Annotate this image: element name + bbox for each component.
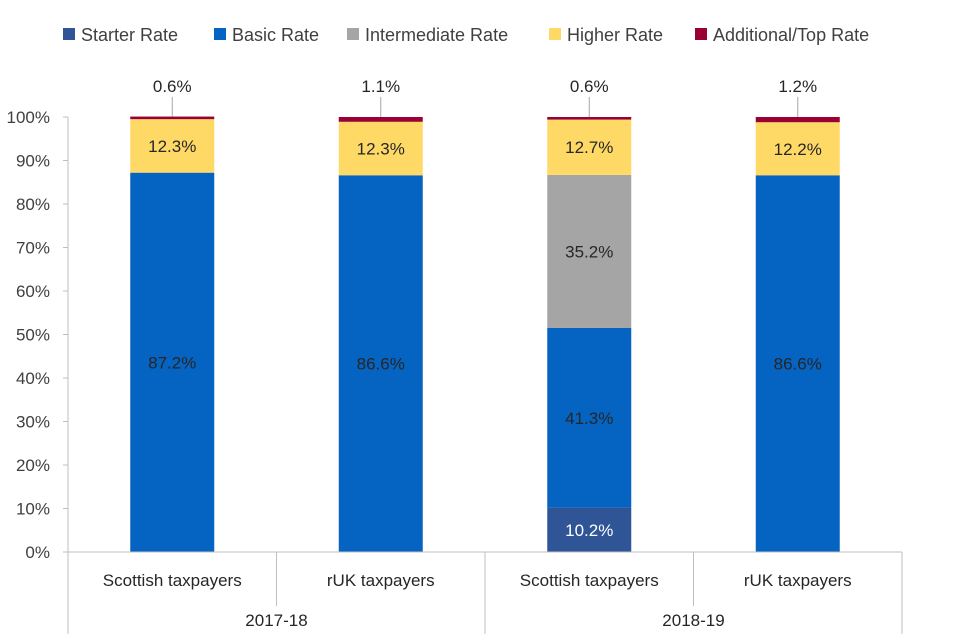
data-labels: 87.2% 12.3% 0.6% 86.6% 12.3% 1.1% 10.2% 41.3% 35… xyxy=(148,77,822,540)
data-label-additional-top-rate: 0.6% xyxy=(570,77,609,96)
x-group-label: 2017-18 xyxy=(245,611,307,630)
y-tick-label: 20% xyxy=(16,456,50,475)
data-label-higher-rate: 12.3% xyxy=(148,137,196,156)
bar-segment-additional-top-rate xyxy=(755,117,840,123)
y-tick-label: 70% xyxy=(16,239,50,258)
bar-segment-higher-rate xyxy=(547,119,632,175)
y-tick-label: 10% xyxy=(16,500,50,519)
x-category-label: rUK taxpayers xyxy=(327,571,435,590)
y-tick-label: 40% xyxy=(16,369,50,388)
bars xyxy=(130,116,840,553)
bar-segment-intermediate-rate xyxy=(547,174,632,328)
bar-segment-additional-top-rate xyxy=(338,117,423,122)
bar-segment-starter-rate xyxy=(547,507,632,552)
bar-segment-higher-rate xyxy=(130,119,215,173)
y-tick-label: 80% xyxy=(16,195,50,214)
data-label-starter-rate: 10.2% xyxy=(565,521,613,540)
x-category-label: rUK taxpayers xyxy=(744,571,852,590)
legend-label-basic-rate: Basic Rate xyxy=(232,25,319,45)
legend-swatch-starter-rate xyxy=(63,28,75,40)
data-label-basic-rate: 87.2% xyxy=(148,353,196,372)
y-tick-label: 90% xyxy=(16,152,50,171)
data-label-basic-rate: 86.6% xyxy=(357,355,405,374)
legend-swatch-higher-rate xyxy=(549,28,561,40)
bar-segment-basic-rate xyxy=(338,175,423,553)
legend-label-additional-top-rate: Additional/Top Rate xyxy=(713,25,869,45)
bar-segment-higher-rate xyxy=(755,122,840,176)
bar-segment-additional-top-rate xyxy=(130,116,215,120)
y-axis: 0% 10% 20% 30% 40% 50% 60% 70% 80% 90% 100% xyxy=(7,108,69,562)
legend-label-higher-rate: Higher Rate xyxy=(567,25,663,45)
y-tick-label: 50% xyxy=(16,326,50,345)
legend-swatch-intermediate-rate xyxy=(347,28,359,40)
legend-label-intermediate-rate: Intermediate Rate xyxy=(365,25,508,45)
y-tick-label: 30% xyxy=(16,413,50,432)
y-tick-label: 0% xyxy=(25,543,50,562)
data-label-additional-top-rate: 0.6% xyxy=(153,77,192,96)
legend: Starter Rate Basic Rate Intermediate Rate H… xyxy=(63,25,869,45)
y-tick-label: 60% xyxy=(16,282,50,301)
legend-swatch-basic-rate xyxy=(214,28,226,40)
x-axis: Scottish taxpayers rUK taxpayers Scottish … xyxy=(67,551,903,634)
bar-segment-basic-rate xyxy=(130,172,215,552)
data-label-higher-rate: 12.2% xyxy=(774,140,822,159)
data-label-basic-rate: 86.6% xyxy=(774,355,822,374)
data-label-higher-rate: 12.7% xyxy=(565,138,613,157)
data-label-additional-top-rate: 1.2% xyxy=(778,77,817,96)
bar-segment-basic-rate xyxy=(755,175,840,553)
x-category-label: Scottish taxpayers xyxy=(103,571,242,590)
data-label-basic-rate: 41.3% xyxy=(565,409,613,428)
data-label-additional-top-rate: 1.1% xyxy=(361,77,400,96)
y-tick-label: 100% xyxy=(7,108,50,127)
data-label-higher-rate: 12.3% xyxy=(357,140,405,159)
x-group-label: 2018-19 xyxy=(662,611,724,630)
bar-segment-basic-rate xyxy=(547,327,632,508)
x-category-label: Scottish taxpayers xyxy=(520,571,659,590)
bar-segment-higher-rate xyxy=(338,121,423,176)
data-label-intermediate-rate: 35.2% xyxy=(565,242,613,261)
legend-swatch-additional-top-rate xyxy=(695,28,707,40)
bar-segment-additional-top-rate xyxy=(547,117,632,120)
legend-label-starter-rate: Starter Rate xyxy=(81,25,178,45)
